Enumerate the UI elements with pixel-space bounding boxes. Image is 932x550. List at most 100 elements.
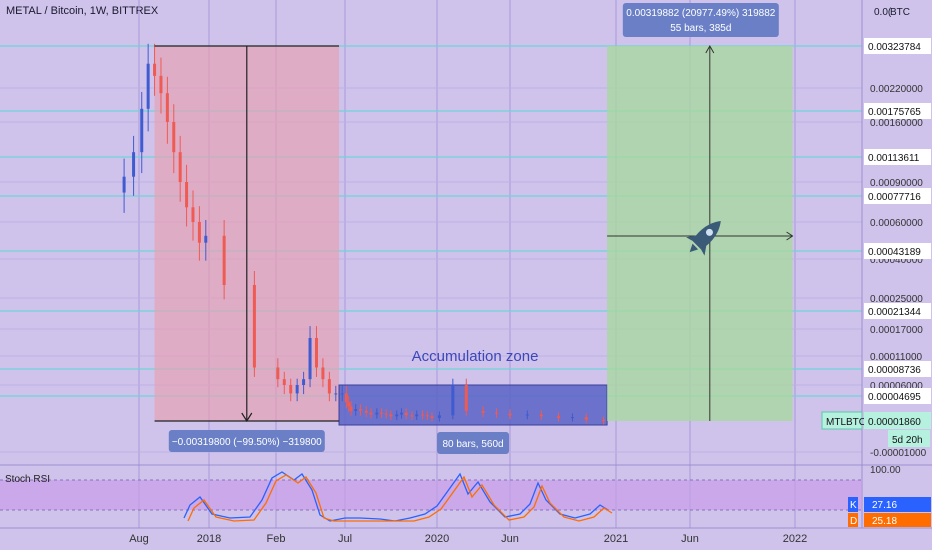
candle-body bbox=[557, 416, 561, 419]
candle-body bbox=[344, 393, 348, 403]
candle-body bbox=[146, 63, 150, 109]
candle-body bbox=[334, 393, 338, 395]
candle-body bbox=[314, 338, 318, 368]
candle-body bbox=[481, 410, 485, 413]
accumulation-measure-label: 80 bars, 560d bbox=[442, 439, 503, 450]
time-axis-label: Jun bbox=[681, 533, 699, 545]
candle-body bbox=[437, 415, 441, 419]
candle-body bbox=[347, 402, 351, 407]
candle-body bbox=[185, 182, 189, 208]
candle-body bbox=[282, 379, 286, 385]
countdown-bg bbox=[888, 430, 930, 447]
level-tag-label: 0.00077716 bbox=[868, 192, 921, 203]
stoch-rsi-panel: Stoch RSI 100.00 K 27.16 D 25.18 bbox=[0, 464, 932, 527]
candle-body bbox=[425, 415, 429, 417]
axis-tick-label: 0.00040000 bbox=[870, 255, 923, 266]
candle-body bbox=[508, 413, 512, 416]
annotations: −0.00319800 (−99.50%) −319800 Accumulatio… bbox=[154, 3, 794, 454]
projection-measure-line2: 55 bars, 385d bbox=[670, 23, 731, 34]
candle-body bbox=[380, 412, 384, 414]
axis-tick-label: -0.00001000 bbox=[870, 448, 927, 459]
candle-body bbox=[395, 414, 399, 417]
axis-tick-label: 0.00160000 bbox=[870, 118, 923, 129]
accumulation-box bbox=[338, 384, 608, 426]
d-badge-label: D bbox=[850, 516, 857, 527]
candle-body bbox=[178, 152, 182, 182]
candles bbox=[122, 43, 606, 425]
candle-body bbox=[276, 367, 280, 380]
level-tag-label: 0.00004695 bbox=[868, 392, 921, 403]
d-value-bg bbox=[864, 513, 931, 527]
level-tag-bg bbox=[864, 243, 931, 259]
accumulation-measure-bg bbox=[437, 432, 510, 454]
time-axis-label: Feb bbox=[267, 533, 286, 545]
candle-body bbox=[415, 414, 419, 417]
k-value-label: 27.16 bbox=[872, 500, 897, 511]
candle-body bbox=[570, 417, 574, 419]
candle-body bbox=[369, 412, 373, 415]
candle-body bbox=[289, 385, 293, 394]
decline-measure-bg bbox=[168, 430, 325, 452]
level-tag-bg bbox=[864, 103, 931, 119]
rocket-window bbox=[705, 228, 713, 236]
candle-body bbox=[191, 207, 195, 222]
candle-body bbox=[464, 385, 468, 411]
axis-tick-label: 0.00017000 bbox=[870, 325, 923, 336]
candle-body bbox=[340, 393, 344, 395]
candle-body bbox=[421, 414, 425, 416]
level-tag-label: 0.00323784 bbox=[868, 42, 921, 53]
candle-body bbox=[399, 412, 403, 415]
axis-tick-label: 0.00090000 bbox=[870, 178, 923, 189]
candle-body bbox=[430, 416, 434, 419]
candle-body bbox=[451, 385, 455, 416]
time-axis-label: 2020 bbox=[425, 533, 449, 545]
time-axis: Aug 2018 Feb Jul 2020 Jun 2021 Jun 2022 bbox=[0, 527, 932, 545]
price-tag-bg bbox=[864, 412, 931, 429]
candle-body bbox=[389, 414, 393, 417]
candle-body bbox=[354, 409, 358, 411]
candle-body bbox=[122, 176, 126, 193]
level-tag-label: 0.00175765 bbox=[868, 107, 921, 118]
rocket-icon bbox=[686, 221, 721, 256]
candle-body bbox=[172, 122, 176, 153]
candle-body bbox=[539, 414, 543, 417]
rocket-body bbox=[692, 221, 721, 250]
candle-body bbox=[308, 338, 312, 380]
projection-v-arrow bbox=[705, 44, 715, 54]
axis-top-tick: 0.0( bbox=[874, 7, 892, 18]
candle-body bbox=[384, 413, 388, 415]
candle-body bbox=[410, 415, 414, 417]
candle-body bbox=[525, 414, 529, 416]
level-tag-bg bbox=[864, 149, 931, 165]
k-badge-label: K bbox=[850, 500, 857, 511]
candle-body bbox=[495, 412, 499, 414]
axis-tick-label: 0.00060000 bbox=[870, 218, 923, 229]
candle-body bbox=[252, 285, 256, 368]
candle-body bbox=[584, 417, 588, 420]
price-tag-label: 0.00001860 bbox=[868, 417, 921, 428]
level-tag-bg bbox=[864, 38, 931, 54]
candle-body bbox=[404, 412, 408, 416]
accumulation-zone-label: Accumulation zone bbox=[412, 348, 539, 365]
projection-h-arrow bbox=[786, 231, 794, 241]
time-axis-label: 2021 bbox=[604, 533, 628, 545]
level-tag-label: 0.00113611 bbox=[868, 153, 920, 164]
indicator-name: Stoch RSI bbox=[5, 474, 50, 485]
d-value-label: 25.18 bbox=[872, 516, 897, 527]
candle-body bbox=[602, 419, 606, 421]
rocket-fin-left bbox=[686, 235, 699, 241]
projection-measure-line1: 0.00319882 (20977.49%) 319882 bbox=[626, 8, 775, 19]
axis-tick-label: 0.00220000 bbox=[870, 84, 923, 95]
axis-unit: BTC bbox=[890, 7, 910, 18]
candle-body bbox=[132, 152, 136, 177]
symbol-tag-bg bbox=[821, 411, 863, 430]
d-badge-bg bbox=[848, 513, 858, 527]
time-axis-label: Jul bbox=[338, 533, 352, 545]
price-axis: 0.0(BTC 0.00220000 0.00160000 0.00090000 0.0… bbox=[821, 0, 932, 528]
time-axis-label: Aug bbox=[129, 533, 149, 545]
stoch-band bbox=[0, 480, 862, 510]
indicator-top-label: 100.00 bbox=[870, 465, 901, 476]
candle-body bbox=[375, 412, 379, 415]
